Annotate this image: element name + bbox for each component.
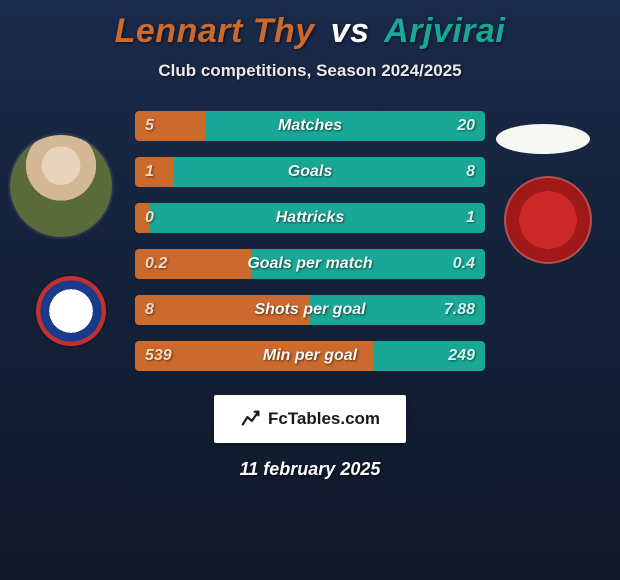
page-title: Lennart Thy vs Arjvirai [0, 0, 620, 51]
stat-bar-left [135, 295, 310, 325]
title-player2: Arjvirai [384, 12, 505, 50]
stat-row: Matches520 [135, 111, 485, 141]
brand-badge: FcTables.com [214, 395, 406, 443]
stat-row: Goals18 [135, 157, 485, 187]
stat-bar-left [135, 203, 149, 233]
stat-row: Shots per goal87.88 [135, 295, 485, 325]
stats-panel: Matches520 Goals18 Hattricks01 Goals per ma… [0, 111, 620, 381]
stat-bars: Matches520 Goals18 Hattricks01 Goals per ma… [135, 111, 485, 387]
stat-bar-right [174, 157, 486, 187]
brand-text: FcTables.com [268, 409, 380, 429]
infographic-date: 11 february 2025 [0, 459, 620, 480]
stat-bar-right [310, 295, 485, 325]
stat-bar-right [373, 341, 485, 371]
stat-bar-right [205, 111, 485, 141]
title-player1: Lennart Thy [115, 12, 315, 50]
stat-row: Goals per match0.20.4 [135, 249, 485, 279]
stat-row: Min per goal539249 [135, 341, 485, 371]
chart-icon [240, 408, 262, 430]
stat-bar-right [149, 203, 485, 233]
title-vs: vs [331, 12, 370, 50]
stat-bar-left [135, 249, 251, 279]
stat-bar-right [251, 249, 486, 279]
stat-bar-left [135, 111, 205, 141]
stat-row: Hattricks01 [135, 203, 485, 233]
stat-bar-left [135, 341, 373, 371]
stat-bar-left [135, 157, 174, 187]
subtitle: Club competitions, Season 2024/2025 [0, 61, 620, 81]
